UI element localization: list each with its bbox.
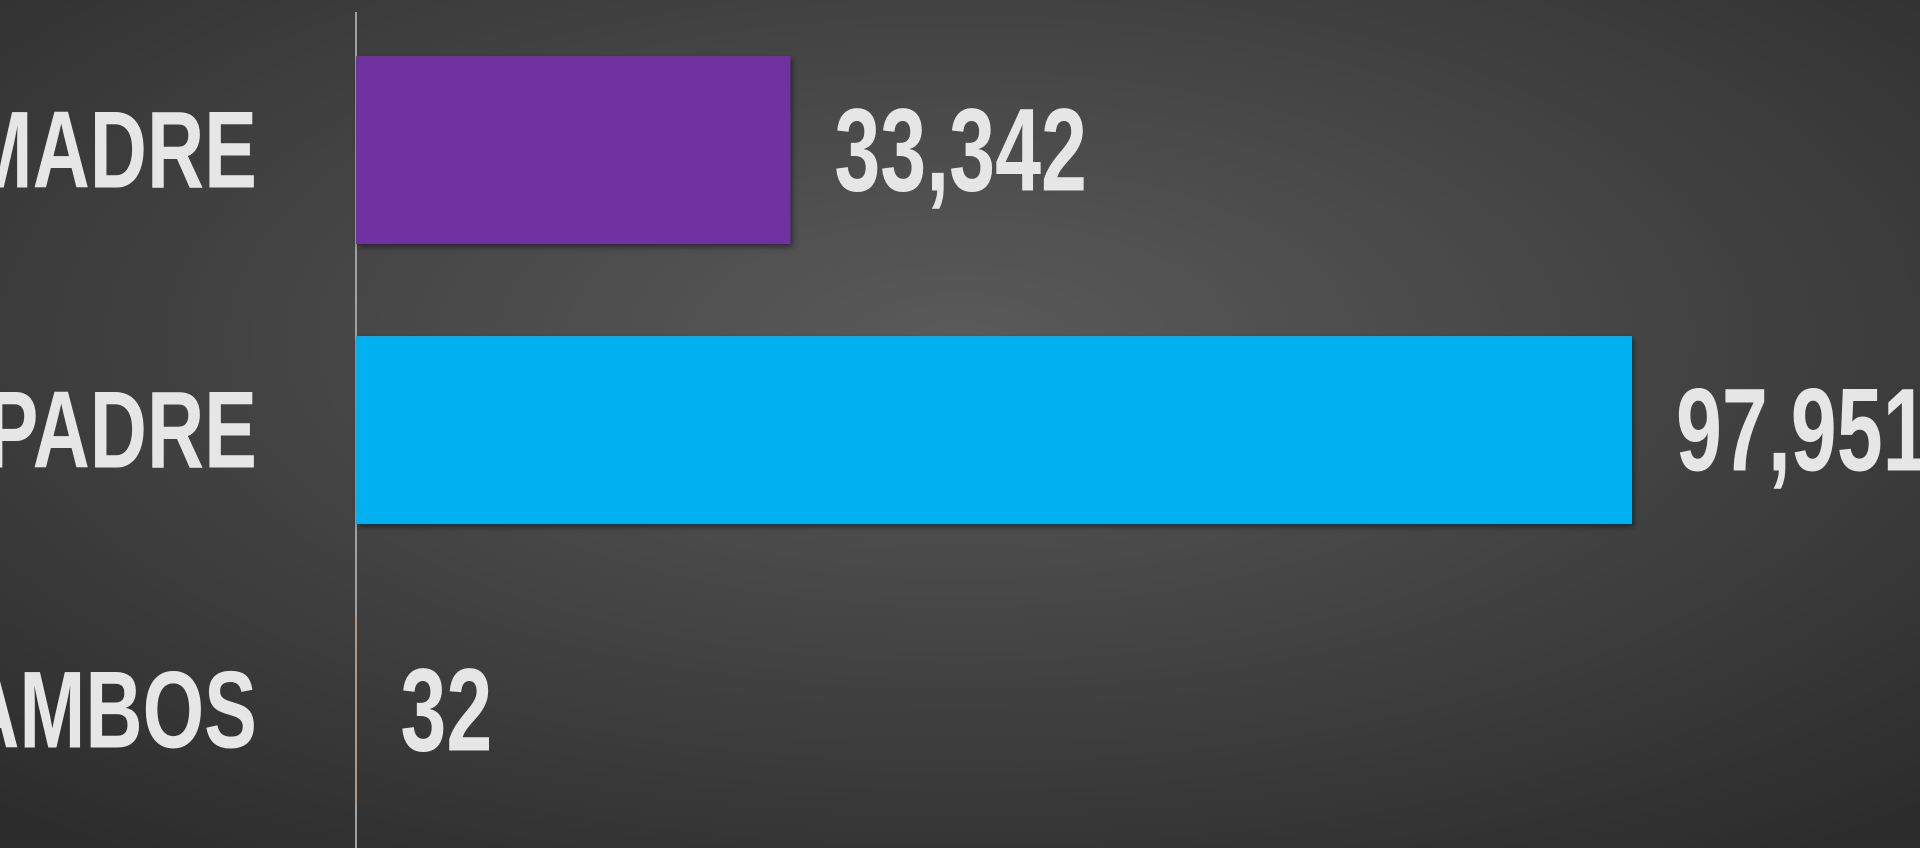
category-label: AMBOS (0, 649, 257, 772)
bar (356, 336, 1632, 524)
value-label: 97,951 (1676, 364, 1920, 496)
category-label: PADRE (0, 369, 257, 492)
value-label: 32 (400, 644, 492, 776)
bar (356, 56, 791, 244)
category-label: MADRE (0, 89, 257, 212)
value-label: 33,342 (834, 84, 1087, 216)
